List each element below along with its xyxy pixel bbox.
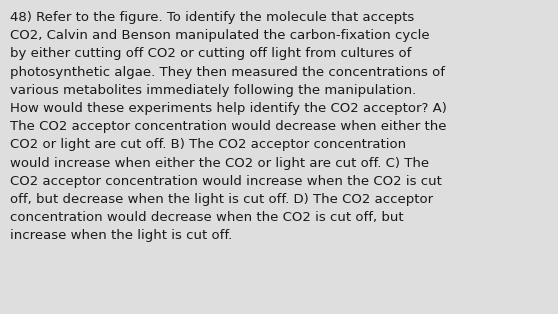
Text: 48) Refer to the figure. To identify the molecule that accepts
CO2, Calvin and B: 48) Refer to the figure. To identify the…	[10, 11, 447, 242]
